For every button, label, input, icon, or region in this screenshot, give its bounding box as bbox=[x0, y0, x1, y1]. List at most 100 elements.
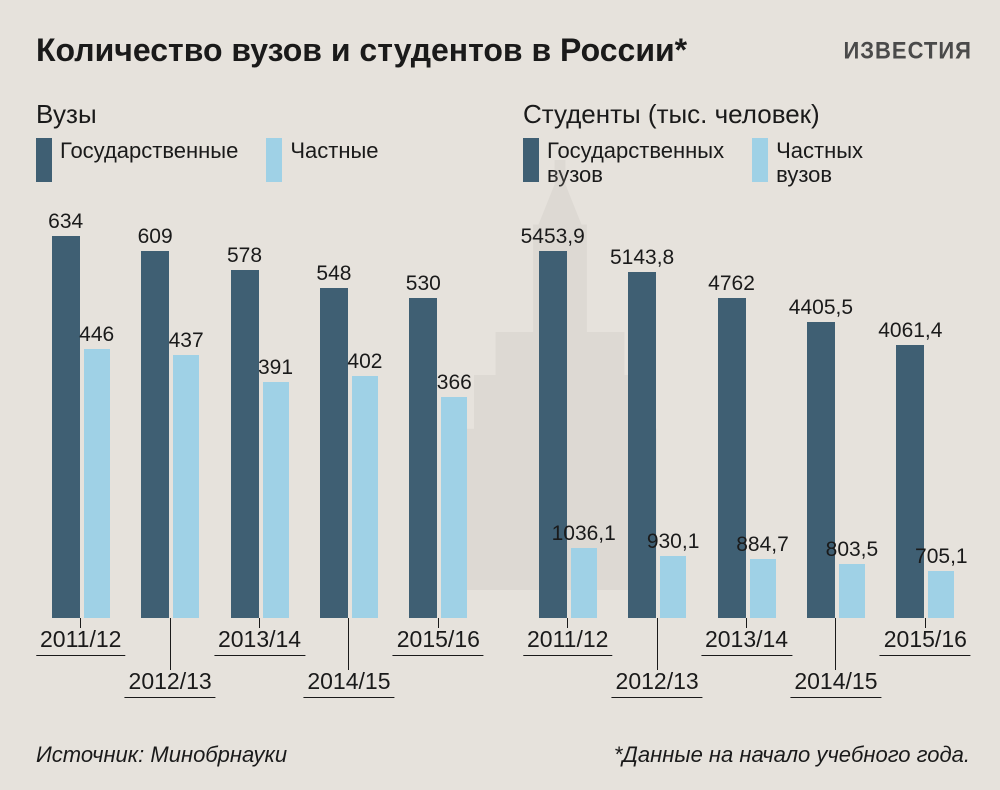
right-panel-header: Студенты (тыс. человек) Государственныхв… bbox=[523, 99, 970, 202]
publisher-logo: ИЗВЕСТИЯ bbox=[843, 37, 972, 66]
source-text: Источник: Минобрнауки bbox=[36, 742, 287, 768]
bar-group: 578391 bbox=[215, 270, 304, 619]
x-tick-group: 2012/13 bbox=[125, 618, 214, 738]
right-panel-title: Студенты (тыс. человек) bbox=[523, 99, 970, 130]
bar-value-label: 705,1 bbox=[915, 545, 968, 571]
x-tick-group: 2011/12 bbox=[523, 618, 612, 738]
year-label: 2015/16 bbox=[393, 626, 484, 656]
bar-group: 548402 bbox=[304, 288, 393, 618]
bar-state: 634 bbox=[52, 236, 80, 618]
x-axis-right: 2011/122012/13 2013/14 2014/15 2015/16 bbox=[523, 618, 970, 738]
bar-private: 884,7 bbox=[750, 559, 776, 618]
bar-state: 578 bbox=[231, 270, 259, 619]
x-tick-group: 2011/12 bbox=[36, 618, 125, 738]
bar-private: 366 bbox=[441, 397, 467, 618]
left-legend: Государственные Частные bbox=[36, 138, 483, 202]
legend-swatch-private bbox=[266, 138, 282, 182]
legend-swatch-state bbox=[523, 138, 539, 182]
universities-chart: 634446609437578391548402530366 bbox=[36, 208, 483, 618]
bar-value-label: 437 bbox=[169, 329, 204, 355]
bar-value-label: 609 bbox=[138, 225, 173, 251]
year-label: 2013/14 bbox=[214, 626, 305, 656]
legend-swatch-private bbox=[752, 138, 768, 182]
x-tick-group: 2012/13 bbox=[612, 618, 701, 738]
legend-item: Государственные bbox=[36, 138, 238, 202]
bar-state: 4405,5 bbox=[807, 322, 835, 618]
bar-group: 4762884,7 bbox=[702, 298, 791, 618]
bar-value-label: 548 bbox=[316, 262, 351, 288]
bar-private: 402 bbox=[352, 376, 378, 618]
bar-value-label: 1036,1 bbox=[552, 522, 616, 548]
legend-swatch-state bbox=[36, 138, 52, 182]
bar-state: 530 bbox=[409, 298, 437, 618]
year-label: 2014/15 bbox=[790, 668, 881, 698]
bar-state: 5453,9 bbox=[539, 251, 567, 618]
right-legend: Государственныхвузов Частныхвузов bbox=[523, 138, 970, 202]
bar-private: 437 bbox=[173, 355, 199, 618]
x-axis-area: 2011/122012/132013/142014/152015/16 2011… bbox=[36, 618, 970, 738]
legend-item: Государственныхвузов bbox=[523, 138, 724, 202]
bar-group: 4061,4705,1 bbox=[881, 345, 970, 618]
legend-label: Частные bbox=[290, 138, 378, 163]
bar-private: 446 bbox=[84, 349, 110, 618]
chart-title: Количество вузов и студентов в России* bbox=[36, 32, 970, 69]
bar-value-label: 391 bbox=[258, 356, 293, 382]
bar-value-label: 634 bbox=[48, 210, 83, 236]
bar-state: 4061,4 bbox=[896, 345, 924, 618]
bar-value-label: 884,7 bbox=[736, 533, 789, 559]
bar-value-label: 4762 bbox=[708, 272, 755, 298]
bar-group: 4405,5803,5 bbox=[791, 322, 880, 618]
bar-value-label: 803,5 bbox=[826, 538, 879, 564]
left-panel-header: Вузы Государственные Частные bbox=[36, 99, 483, 202]
year-label: 2015/16 bbox=[880, 626, 971, 656]
year-label: 2011/12 bbox=[36, 626, 125, 656]
bar-private: 1036,1 bbox=[571, 548, 597, 618]
bar-state: 4762 bbox=[718, 298, 746, 618]
year-label: 2011/12 bbox=[523, 626, 612, 656]
year-label: 2013/14 bbox=[701, 626, 792, 656]
legend-item: Частные bbox=[266, 138, 378, 202]
bar-group: 5453,91036,1 bbox=[523, 251, 612, 618]
bar-state: 548 bbox=[320, 288, 348, 618]
bar-group: 530366 bbox=[394, 298, 483, 618]
bar-value-label: 4405,5 bbox=[789, 296, 853, 322]
legend-item: Частныхвузов bbox=[752, 138, 863, 202]
bar-group: 634446 bbox=[36, 236, 125, 618]
bar-group: 609437 bbox=[125, 251, 214, 618]
tick-line bbox=[657, 618, 658, 670]
charts-row: 634446609437578391548402530366 5453,9103… bbox=[36, 208, 970, 618]
bar-value-label: 578 bbox=[227, 244, 262, 270]
x-tick-group: 2015/16 bbox=[881, 618, 970, 738]
tick-line bbox=[170, 618, 171, 670]
panel-headers: Вузы Государственные Частные Студенты (т… bbox=[36, 99, 970, 202]
footnote-text: *Данные на начало учебного года. bbox=[614, 742, 970, 768]
x-tick-group: 2013/14 bbox=[702, 618, 791, 738]
tick-line bbox=[835, 618, 836, 670]
bar-private: 803,5 bbox=[839, 564, 865, 618]
x-tick-group: 2015/16 bbox=[394, 618, 483, 738]
x-tick-group: 2014/15 bbox=[791, 618, 880, 738]
legend-label: Государственныхвузов bbox=[547, 138, 724, 187]
bar-state: 5143,8 bbox=[628, 272, 656, 618]
left-panel-title: Вузы bbox=[36, 99, 483, 130]
bar-private: 705,1 bbox=[928, 571, 954, 618]
x-tick-group: 2013/14 bbox=[215, 618, 304, 738]
bar-value-label: 930,1 bbox=[647, 530, 700, 556]
bar-private: 930,1 bbox=[660, 556, 686, 619]
bar-value-label: 4061,4 bbox=[878, 319, 942, 345]
bar-state: 609 bbox=[141, 251, 169, 618]
year-label: 2014/15 bbox=[303, 668, 394, 698]
chart-footer: Источник: Минобрнауки *Данные на начало … bbox=[36, 742, 970, 768]
bar-private: 391 bbox=[263, 382, 289, 618]
bar-value-label: 446 bbox=[79, 323, 114, 349]
legend-label: Государственные bbox=[60, 138, 238, 163]
bar-value-label: 366 bbox=[437, 371, 472, 397]
bar-value-label: 402 bbox=[347, 350, 382, 376]
year-label: 2012/13 bbox=[612, 668, 703, 698]
bar-value-label: 530 bbox=[406, 272, 441, 298]
bar-value-label: 5143,8 bbox=[610, 246, 674, 272]
bar-value-label: 5453,9 bbox=[521, 225, 585, 251]
students-chart: 5453,91036,15143,8930,14762884,74405,580… bbox=[523, 208, 970, 618]
year-label: 2012/13 bbox=[125, 668, 216, 698]
tick-line bbox=[348, 618, 349, 670]
